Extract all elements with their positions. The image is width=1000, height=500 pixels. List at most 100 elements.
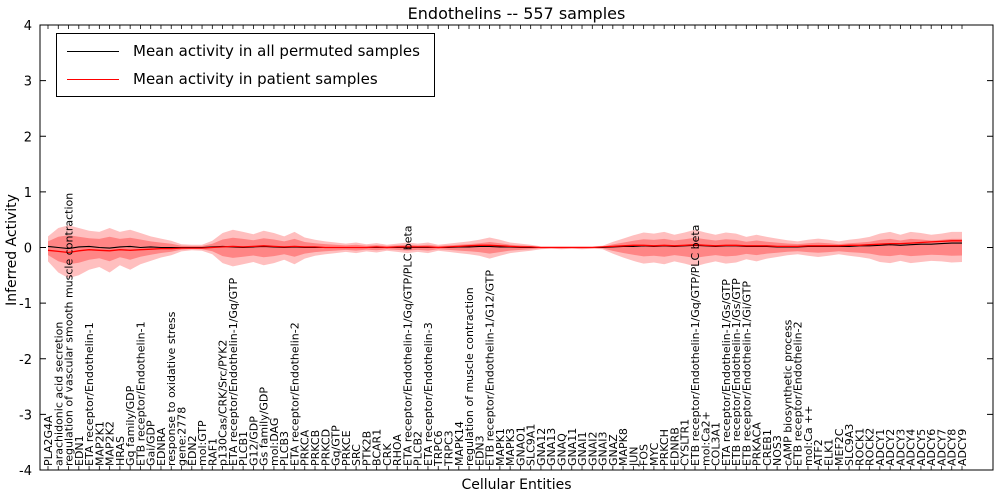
x-category-label: Gai/GDP (145, 420, 158, 466)
x-category-label: ETB receptor/Endothelin-1 (134, 321, 147, 466)
x-category-label: HRAS (114, 436, 127, 466)
x-category-label: MYC (648, 442, 661, 466)
x-category-label: PRKCE (340, 430, 353, 466)
chart-title: Endothelins -- 557 samples (407, 4, 626, 23)
x-category-label: arachidonic acid secretion (52, 322, 65, 466)
x-category-label: regulation of muscle contraction (463, 287, 476, 466)
x-category-label: mol:Ca ++ (802, 405, 815, 466)
x-category-label: TRPC3 (443, 430, 456, 467)
x-category-label: regulation of vascular smooth muscle con… (63, 193, 76, 466)
x-category-label: G12/GDP (247, 416, 260, 466)
x-category-label: ETA receptor/Endothelin-1 (83, 322, 96, 466)
legend-item-permuted: Mean activity in all permuted samples (67, 42, 420, 60)
x-category-label: PRKCA (299, 429, 312, 466)
y-tick-label: 3 (24, 75, 32, 90)
x-category-label: mol:DAG (268, 418, 281, 466)
x-category-label: GNAZ (607, 434, 620, 466)
x-category-label: GNA13 (545, 428, 558, 466)
x-category-label: CREB1 (761, 429, 774, 466)
x-category-label: ADCY7 (935, 429, 948, 466)
x-category-label: GNAO1 (514, 426, 527, 466)
x-category-label: JUN (627, 446, 640, 467)
x-category-label: ETA receptor/Endothelin-1/Gq/GTP/PLC bet… (401, 225, 414, 466)
x-axis-label: Cellular Entities (461, 477, 572, 493)
x-category-label: COL3A1 (710, 422, 723, 466)
x-category-label: CYSLTR1 (679, 419, 692, 466)
y-tick-label: 4 (24, 19, 32, 34)
x-category-label: EDNRA (155, 427, 168, 466)
x-category-label: ETB receptor/Endothelin-1/Gs/GTP (730, 278, 743, 466)
x-category-label: EDNRB (668, 427, 681, 466)
x-category-label: ADCY2 (884, 429, 897, 466)
y-tick-label: -2 (19, 353, 32, 368)
patient-activity-band-outer (48, 225, 962, 279)
x-category-label: PTK2B (360, 431, 373, 466)
x-category-label: FOS (638, 444, 651, 466)
x-category-label: ETA receptor/Endothelin-1/Gs/GTP (720, 279, 733, 466)
x-category-label: RHOA (391, 434, 404, 466)
x-category-label: PLCB1 (237, 431, 250, 466)
x-category-label: MEF2C (833, 428, 846, 466)
legend-label-patient: Mean activity in patient samples (133, 70, 378, 88)
x-category-label: ETB receptor/Endothelin-2 (792, 321, 805, 466)
legend-item-patient: Mean activity in patient samples (67, 70, 420, 88)
x-category-label: ETA receptor/Endothelin-3 (422, 322, 435, 466)
y-tick-label: 2 (24, 130, 32, 145)
y-tick-label: -3 (19, 408, 32, 423)
x-category-label: BCAR1 (371, 429, 384, 466)
x-category-label: MAPK8 (617, 428, 630, 466)
x-category-label: MAP2K2 (104, 421, 117, 466)
x-category-label: RAF1 (206, 438, 219, 466)
y-tick-label: -4 (19, 464, 32, 479)
x-category-label: NOS3 (771, 435, 784, 466)
x-category-label: EDN1 (73, 435, 86, 466)
x-category-label: ADCY4 (905, 429, 918, 466)
x-category-label: SLC9A1 (525, 424, 538, 466)
x-category-label: ADCY3 (894, 429, 907, 466)
x-category-label: SLC9A3 (843, 424, 856, 466)
x-category-label: cAMP biosynthetic process (781, 319, 794, 466)
x-category-label: ADCY9 (956, 429, 969, 466)
x-category-label: TRPC6 (432, 430, 445, 467)
x-category-label: GNAI1 (576, 431, 589, 466)
x-category-label: EDN2 (186, 435, 199, 466)
x-category-label: ETB receptor/Endothelin-1/Gi/GTP (740, 281, 753, 466)
x-category-label: p130Cas/CRK/Src/PYK2 (217, 340, 230, 466)
x-category-label: ETB receptor/Endothelin-1/G12/GTP (484, 270, 497, 466)
x-category-label: GNAQ (555, 433, 568, 466)
x-category-label: PRKCH (658, 429, 671, 466)
x-category-label: GNAI3 (597, 431, 610, 466)
x-category-label: Gq family/GDP (124, 385, 137, 466)
legend: Mean activity in all permuted samples Me… (56, 33, 435, 97)
x-category-label: ETB receptor/Endothelin-1/Gq/GTP/PLC bet… (689, 225, 702, 466)
x-category-label: ADCY1 (874, 429, 887, 466)
x-category-label: PLCB3 (278, 431, 291, 466)
x-category-label: ADCY8 (946, 429, 959, 466)
x-category-label: MAP2K1 (93, 421, 106, 466)
x-category-label: GNAI2 (586, 431, 599, 466)
x-category-label: PLA2G4A (42, 415, 55, 466)
x-category-label: gene:2778 (176, 407, 189, 466)
x-category-label: CRK (381, 443, 394, 466)
x-category-label: ATF2 (812, 439, 825, 466)
x-category-label: mol:GTP (196, 420, 209, 466)
x-category-label: MAPK14 (453, 421, 466, 466)
x-category-label: Gs family/GDP (258, 387, 271, 466)
x-category-label: MAPK1 (494, 428, 507, 466)
x-category-label: ETA receptor/Endothelin-2 (288, 322, 301, 466)
x-category-label: SRC (350, 444, 363, 466)
patient-line-swatch (67, 78, 119, 80)
x-category-label: ADCY6 (925, 429, 938, 466)
x-category-label: ROCK2 (864, 428, 877, 466)
patient-activity-band-inner (48, 235, 962, 265)
y-tick-label: 1 (24, 186, 32, 201)
legend-label-permuted: Mean activity in all permuted samples (133, 42, 420, 60)
x-category-label: EDN3 (473, 435, 486, 466)
permuted-line-swatch (67, 50, 119, 52)
x-category-label: mol:Ca2+ (699, 411, 712, 466)
x-category-label: Gq/GTP (330, 425, 343, 466)
x-category-label: GNA11 (566, 428, 579, 466)
x-category-label: ADCY5 (915, 429, 928, 466)
x-category-label: PLCB2 (412, 431, 425, 466)
